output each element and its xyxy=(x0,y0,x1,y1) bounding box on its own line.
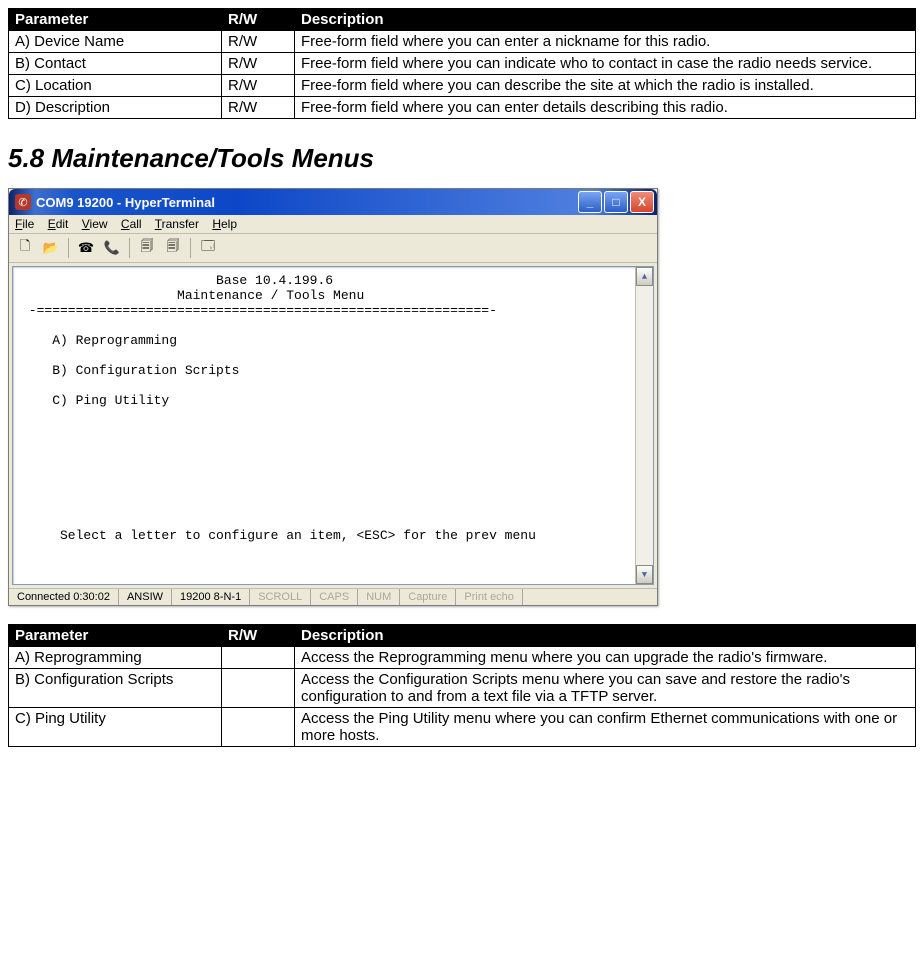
menu-call[interactable]: Call xyxy=(121,217,142,231)
scroll-track[interactable] xyxy=(636,286,653,565)
hyperterminal-window: ✆ COM9 19200 - HyperTerminal _ □ X File … xyxy=(8,188,658,606)
th-desc: Description xyxy=(295,9,916,31)
parameter-table-2: Parameter R/W Description A) Reprogrammi… xyxy=(8,624,916,747)
status-bar: Connected 0:30:02 ANSIW 19200 8-N-1 SCRO… xyxy=(9,588,657,605)
table-row: A) ReprogrammingAccess the Reprogramming… xyxy=(9,647,916,669)
table-row: D) DescriptionR/WFree-form field where y… xyxy=(9,97,916,119)
th-parameter: Parameter xyxy=(9,625,222,647)
status-scroll: SCROLL xyxy=(250,589,311,605)
th-parameter: Parameter xyxy=(9,9,222,31)
receive-icon[interactable]: 🗐 xyxy=(161,236,185,260)
menu-file[interactable]: File xyxy=(15,217,34,231)
table-row: A) Device NameR/WFree-form field where y… xyxy=(9,31,916,53)
status-echo: Print echo xyxy=(456,589,523,605)
app-icon: ✆ xyxy=(15,194,31,210)
status-settings: 19200 8-N-1 xyxy=(172,589,250,605)
scroll-up-icon[interactable]: ▲ xyxy=(636,267,653,286)
table-row: C) Ping UtilityAccess the Ping Utility m… xyxy=(9,708,916,747)
toolbar: 🗋 📂 ☎ 📞 🗐 🗐 🗔 xyxy=(9,234,657,263)
open-icon[interactable]: 📂 xyxy=(39,236,63,260)
terminal-area[interactable]: Base 10.4.199.6 Maintenance / Tools Menu… xyxy=(12,266,654,585)
menu-help[interactable]: Help xyxy=(212,217,237,231)
maximize-button[interactable]: □ xyxy=(604,191,628,213)
menu-transfer[interactable]: Transfer xyxy=(155,217,199,231)
status-caps: CAPS xyxy=(311,589,358,605)
section-heading: 5.8 Maintenance/Tools Menus xyxy=(8,143,924,174)
th-rw: R/W xyxy=(222,625,295,647)
minimize-button[interactable]: _ xyxy=(578,191,602,213)
menu-edit[interactable]: Edit xyxy=(48,217,69,231)
disconnect-icon[interactable]: 📞 xyxy=(100,236,124,260)
table-row: B) ContactR/WFree-form field where you c… xyxy=(9,53,916,75)
th-rw: R/W xyxy=(222,9,295,31)
parameter-table-1: Parameter R/W Description A) Device Name… xyxy=(8,8,916,119)
status-capture: Capture xyxy=(400,589,456,605)
table-row: C) LocationR/WFree-form field where you … xyxy=(9,75,916,97)
menu-view[interactable]: View xyxy=(82,217,108,231)
status-emulation: ANSIW xyxy=(119,589,172,605)
scroll-down-icon[interactable]: ▼ xyxy=(636,565,653,584)
terminal-text: Base 10.4.199.6 Maintenance / Tools Menu… xyxy=(21,273,645,543)
new-icon[interactable]: 🗋 xyxy=(13,236,37,260)
status-connected: Connected 0:30:02 xyxy=(9,589,119,605)
status-num: NUM xyxy=(358,589,400,605)
scrollbar[interactable]: ▲ ▼ xyxy=(635,267,653,584)
call-icon[interactable]: ☎ xyxy=(74,236,98,260)
properties-icon[interactable]: 🗔 xyxy=(196,236,220,260)
table-row: B) Configuration ScriptsAccess the Confi… xyxy=(9,669,916,708)
send-icon[interactable]: 🗐 xyxy=(135,236,159,260)
menu-bar: File Edit View Call Transfer Help xyxy=(9,215,657,234)
close-button[interactable]: X xyxy=(630,191,654,213)
window-title: COM9 19200 - HyperTerminal xyxy=(36,195,578,210)
th-desc: Description xyxy=(295,625,916,647)
title-bar[interactable]: ✆ COM9 19200 - HyperTerminal _ □ X xyxy=(9,189,657,215)
